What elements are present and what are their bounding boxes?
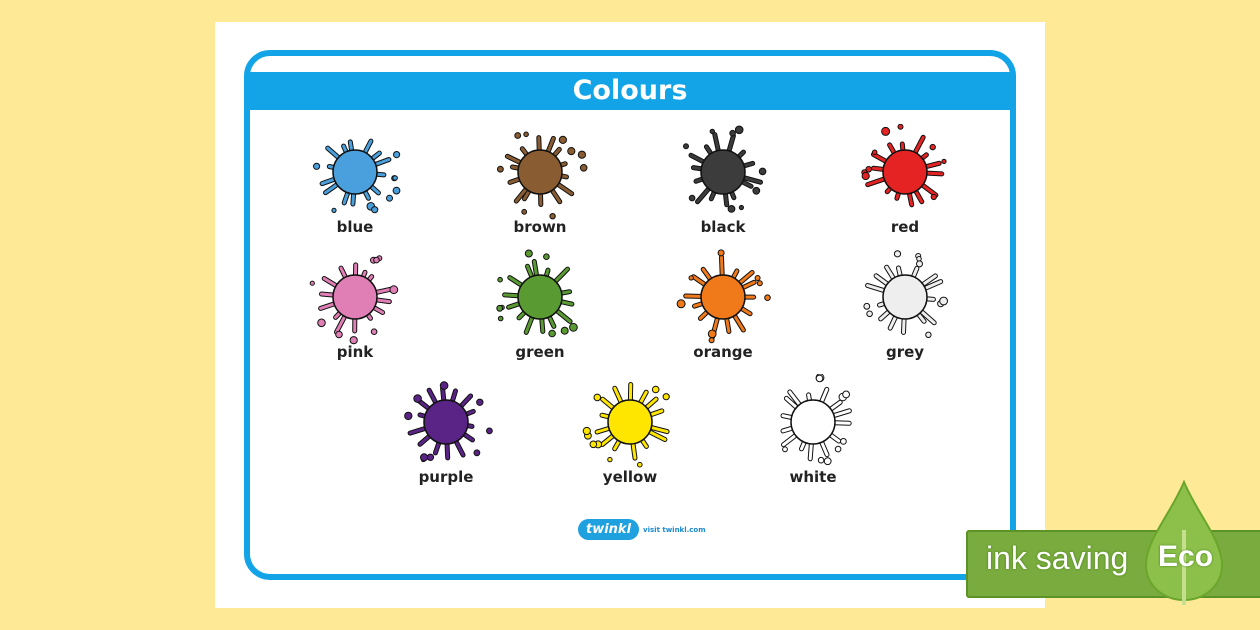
- colour-label: green: [515, 343, 565, 361]
- visit-link-text: visit twinkl.com: [643, 525, 706, 534]
- colour-label: blue: [336, 218, 374, 236]
- colour-label: black: [700, 218, 746, 236]
- paint-splat-icon: [309, 255, 399, 345]
- paint-splat-icon: [683, 125, 767, 213]
- colour-swatch-red: red: [845, 124, 965, 236]
- paint-splat-icon: [313, 138, 401, 214]
- eco-badge: Eco: [1158, 540, 1214, 573]
- paint-splat-icon: [780, 374, 852, 466]
- paint-splat-icon: [496, 249, 578, 338]
- leaf-icon: [1144, 480, 1224, 605]
- paint-splat-icon: [404, 381, 493, 463]
- colour-swatch-purple: purple: [386, 374, 506, 486]
- colour-grid: [250, 110, 1010, 574]
- colour-swatch-blue: blue: [295, 124, 415, 236]
- paint-splat-icon: [861, 124, 947, 208]
- colour-label: brown: [513, 218, 567, 236]
- colour-swatch-green: green: [480, 249, 600, 361]
- colour-label: pink: [336, 343, 374, 361]
- colour-label: yellow: [602, 468, 658, 486]
- colour-swatch-yellow: yellow: [570, 374, 690, 486]
- paint-splat-icon: [582, 382, 670, 468]
- twinkl-logo: twinkl visit twinkl.com: [578, 519, 706, 540]
- colour-swatch-white: white: [753, 374, 873, 486]
- colour-label: white: [789, 468, 837, 486]
- colour-label: orange: [693, 343, 753, 361]
- colour-swatch-orange: orange: [663, 249, 783, 361]
- page-title: Colours: [250, 72, 1010, 110]
- colour-swatch-brown: brown: [480, 124, 600, 236]
- twinkl-cloud-logo: twinkl: [578, 519, 640, 540]
- paint-splat-icon: [676, 249, 771, 344]
- paint-splat-icon: [497, 131, 588, 220]
- colour-label: red: [890, 218, 920, 236]
- colour-label: purple: [418, 468, 474, 486]
- colour-swatch-pink: pink: [295, 249, 415, 361]
- paint-splat-icon: [863, 250, 948, 338]
- colour-swatch-grey: grey: [845, 249, 965, 361]
- colour-swatch-black: black: [663, 124, 783, 236]
- colour-label: grey: [885, 343, 925, 361]
- ink-saving-label: ink saving: [986, 540, 1129, 576]
